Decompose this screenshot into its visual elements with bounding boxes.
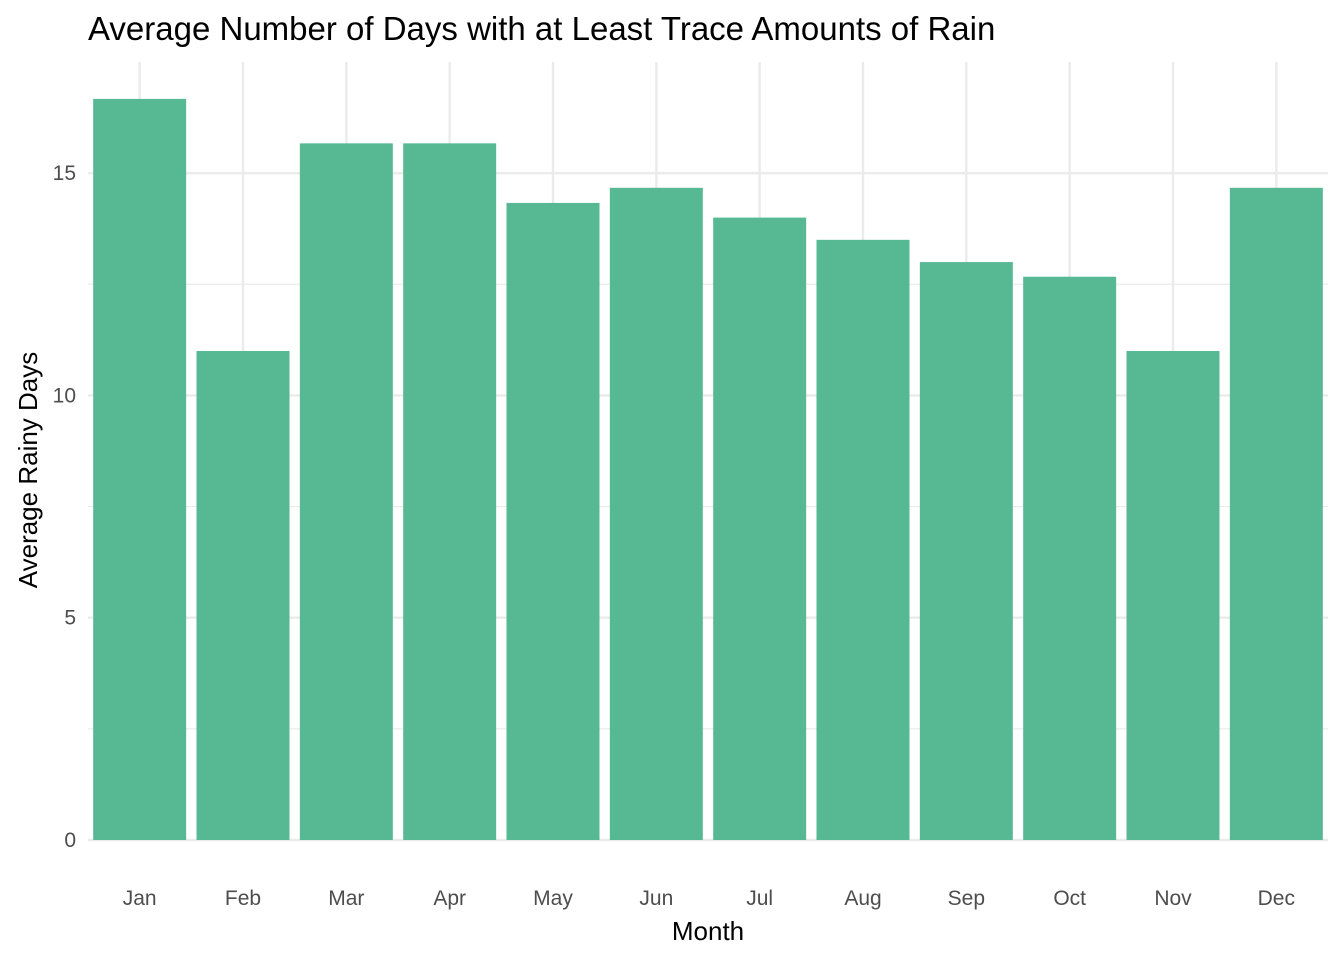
x-tick-label: Apr bbox=[433, 887, 466, 910]
y-tick-labels: 0 5 10 15 bbox=[53, 162, 76, 852]
x-tick-label: Mar bbox=[328, 887, 364, 910]
x-tick-label: Feb bbox=[225, 887, 261, 910]
bar-apr bbox=[403, 143, 496, 840]
x-tick-label: Sep bbox=[948, 887, 985, 910]
bar-aug bbox=[817, 240, 910, 840]
x-tick-label: Aug bbox=[844, 887, 881, 910]
bar-oct bbox=[1023, 277, 1116, 840]
bar-may bbox=[507, 203, 600, 840]
y-tick-label: 5 bbox=[64, 607, 76, 630]
y-axis-title: Average Rainy Days bbox=[13, 352, 43, 589]
y-tick-label: 10 bbox=[53, 384, 76, 407]
x-tick-label: Jan bbox=[123, 887, 157, 910]
x-tick-label: Oct bbox=[1053, 887, 1086, 910]
x-tick-label: Jul bbox=[746, 887, 773, 910]
y-tick-label: 15 bbox=[53, 162, 76, 185]
x-tick-label: Jun bbox=[639, 887, 673, 910]
bar-jul bbox=[713, 218, 806, 840]
bar-feb bbox=[197, 351, 290, 840]
bar-dec bbox=[1230, 188, 1323, 840]
x-tick-labels: Jan Feb Mar Apr May Jun Jul Aug Sep Oct Nov Dec bbox=[123, 887, 1295, 910]
x-axis-title: Month bbox=[672, 916, 744, 946]
chart-title: Average Number of Days with at Least Tra… bbox=[88, 10, 995, 47]
bar-mar bbox=[300, 143, 393, 840]
x-tick-label: May bbox=[533, 887, 573, 910]
bar-jan bbox=[93, 99, 186, 840]
x-tick-label: Nov bbox=[1154, 887, 1192, 910]
x-tick-label: Dec bbox=[1258, 887, 1295, 910]
y-tick-label: 0 bbox=[64, 829, 76, 852]
bar-nov bbox=[1127, 351, 1220, 840]
bar-sep bbox=[920, 262, 1013, 840]
bar-jun bbox=[610, 188, 703, 840]
